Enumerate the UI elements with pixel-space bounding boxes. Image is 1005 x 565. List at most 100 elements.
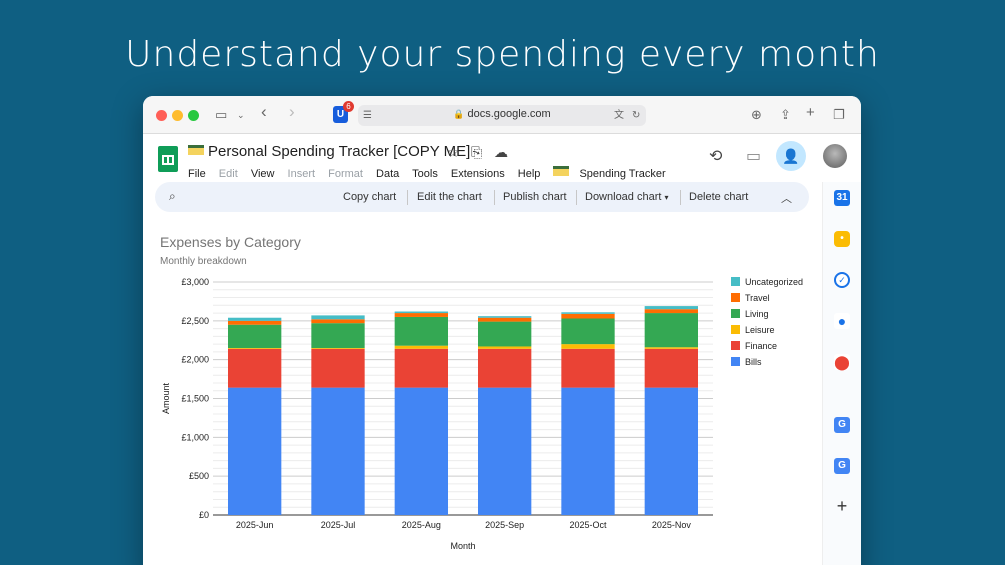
bar-segment-leisure (311, 348, 365, 349)
bar-segment-uncategorized (478, 316, 532, 318)
menu-tools[interactable]: Tools (412, 168, 438, 180)
bar-segment-finance (478, 348, 532, 388)
avatar[interactable] (823, 144, 847, 168)
add-icon[interactable]: + (836, 496, 848, 516)
bar-segment-living (228, 324, 282, 349)
chevron-up-icon[interactable]: ︿ (781, 193, 792, 205)
menu-file[interactable]: File (188, 168, 206, 180)
menu-spending-tracker[interactable]: Spending Tracker (553, 166, 675, 180)
chart[interactable]: Expenses by Category Monthly breakdown £0 £… (143, 218, 821, 565)
minimize-window-button[interactable] (172, 110, 183, 121)
bar-segment-finance (644, 348, 698, 388)
menu-view[interactable]: View (250, 168, 275, 180)
bar-segment-living (394, 316, 448, 346)
legend-swatch (731, 341, 740, 350)
sheets-logo[interactable] (158, 146, 178, 172)
url-text: docs.google.com (467, 108, 551, 120)
bar-segment-uncategorized (311, 315, 365, 320)
address-bar[interactable]: ☰ 🔒 docs.google.com 文 ↻ (358, 105, 646, 126)
x-tick-label: 2025-Nov (652, 520, 692, 530)
chart-subtitle: Monthly breakdown (160, 256, 247, 267)
downloads-icon[interactable]: ⊕ (751, 107, 762, 122)
cloud-status-icon[interactable]: ☁ (494, 144, 508, 160)
legend-label: Leisure (745, 325, 775, 335)
translate-icon[interactable]: G (834, 458, 850, 474)
legend-swatch (731, 309, 740, 318)
bar-segment-bills (228, 387, 282, 515)
share-button[interactable]: 👤 (776, 141, 806, 171)
forward-icon[interactable]: › (289, 102, 295, 121)
menu-bar: File Edit View Insert Format Data Tools … (188, 166, 686, 180)
divider (494, 190, 495, 205)
copy-chart-button[interactable]: Copy chart (343, 191, 397, 203)
card-emoji-icon (553, 166, 570, 176)
y-tick-label: £0 (199, 510, 209, 520)
doc-title[interactable]: Personal Spending Tracker [COPY ME] (188, 143, 470, 160)
headline: Understand your spending every month (125, 34, 880, 75)
delete-chart-button[interactable]: Delete chart (689, 191, 749, 203)
comments-icon[interactable]: ▭ (746, 148, 762, 165)
translate-icon[interactable]: G (834, 417, 850, 433)
bar-segment-travel (228, 320, 282, 325)
divider (407, 190, 408, 205)
lock-icon: 🔒 (453, 109, 465, 119)
y-tick-label: £1,000 (181, 432, 209, 442)
publish-chart-button[interactable]: Publish chart (503, 191, 567, 203)
sidebar-toggle-icon[interactable]: ▭ (215, 107, 228, 122)
legend-swatch (731, 357, 740, 366)
bar-segment-finance (228, 348, 282, 388)
bar-segment-travel (561, 313, 615, 319)
version-history-icon[interactable]: ⟲ (709, 148, 723, 165)
bar-segment-bills (644, 387, 698, 515)
move-folder-icon[interactable]: ⎘ (471, 144, 483, 160)
legend-label: Travel (745, 293, 770, 303)
calendar-icon[interactable]: 31 (834, 190, 850, 206)
keep-icon[interactable]: • (834, 231, 850, 247)
browser-window: ▭ ⌄ ‹ › U 6 ☰ 🔒 docs.google.com 文 ↻ ⊕ ⇪ +… (143, 96, 861, 565)
bar-segment-bills (394, 387, 448, 515)
tab-overview-icon[interactable]: ❐ (833, 107, 845, 122)
legend-label: Bills (745, 357, 762, 367)
star-icon[interactable]: ☆ (447, 144, 460, 160)
menu-help[interactable]: Help (517, 168, 541, 180)
divider (680, 190, 681, 205)
new-tab-icon[interactable]: + (806, 104, 815, 121)
maps-icon[interactable]: ⬤ (834, 354, 850, 370)
bar-segment-finance (394, 348, 448, 388)
page-menu-icon[interactable]: ☰ (363, 110, 372, 121)
menu-format[interactable]: Format (328, 168, 363, 180)
bar-segment-living (311, 323, 365, 349)
reload-icon[interactable]: ↻ (632, 110, 641, 121)
x-tick-label: 2025-Jun (236, 520, 274, 530)
edit-chart-button[interactable]: Edit the chart (417, 191, 482, 203)
bar-segment-finance (311, 348, 365, 388)
divider (576, 190, 577, 205)
x-tick-label: 2025-Jul (321, 520, 356, 530)
close-window-button[interactable] (156, 110, 167, 121)
menu-data[interactable]: Data (376, 168, 400, 180)
bar-segment-leisure (478, 346, 532, 349)
search-icon[interactable]: ⌕ (169, 189, 176, 203)
bar-segment-leisure (228, 348, 282, 349)
legend-swatch (731, 277, 740, 286)
bar-segment-travel (644, 309, 698, 314)
download-chart-button[interactable]: Download chart ▾ (585, 191, 669, 203)
menu-extensions[interactable]: Extensions (450, 168, 505, 180)
contacts-icon[interactable]: ● (834, 313, 850, 329)
translate-page-icon[interactable]: 文 (614, 110, 624, 121)
tasks-icon[interactable]: ✓ (834, 272, 850, 288)
bar-segment-living (478, 321, 532, 347)
back-icon[interactable]: ‹ (261, 102, 267, 121)
menu-edit[interactable]: Edit (218, 168, 238, 180)
share-icon[interactable]: ⇪ (780, 107, 791, 122)
bar-segment-bills (311, 387, 365, 515)
x-tick-label: 2025-Aug (402, 520, 441, 530)
menu-insert[interactable]: Insert (287, 168, 316, 180)
maximize-window-button[interactable] (188, 110, 199, 121)
side-panel: 31 • ✓ ● ⬤ G G + (822, 182, 861, 565)
bar-segment-uncategorized (561, 312, 615, 314)
bar-segment-uncategorized (228, 317, 282, 321)
bar-segment-living (561, 318, 615, 345)
chevron-down-icon[interactable]: ⌄ (237, 110, 245, 120)
card-emoji-icon (188, 145, 204, 155)
